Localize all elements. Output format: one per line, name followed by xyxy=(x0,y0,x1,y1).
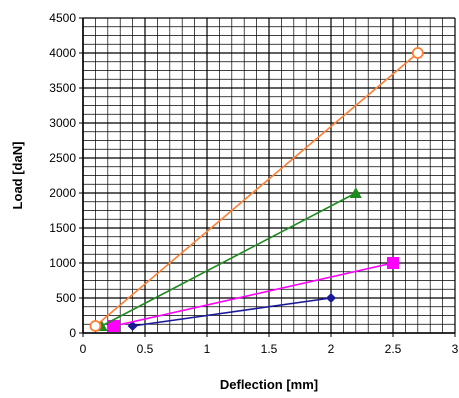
x-tick-label: 2.5 xyxy=(385,342,402,356)
y-axis-title: Load [daN] xyxy=(10,142,25,210)
series-line xyxy=(113,262,394,327)
x-tick-label: 3 xyxy=(452,342,459,356)
y-tick-label: 500 xyxy=(56,291,76,305)
y-tick-label: 3500 xyxy=(49,81,76,95)
data-point xyxy=(349,187,362,198)
data-point xyxy=(326,293,336,303)
x-tick-label: 1.5 xyxy=(261,342,278,356)
x-axis-title: Deflection [mm] xyxy=(220,377,318,392)
series-line xyxy=(101,192,357,327)
grid xyxy=(82,17,456,334)
y-tick-label: 0 xyxy=(69,326,76,340)
series-line xyxy=(132,297,332,327)
y-tick-labels: 0 500 1000 1500 2000 2500 3000 3500 4000 4500 xyxy=(49,11,76,340)
y-tick-label: 3000 xyxy=(49,116,76,130)
y-tick-label: 2000 xyxy=(49,186,76,200)
series-0 xyxy=(127,293,336,331)
x-tick-label: 2 xyxy=(328,342,335,356)
y-tick-label: 4500 xyxy=(49,11,76,25)
data-point xyxy=(89,320,102,332)
y-tick-label: 4000 xyxy=(49,46,76,60)
series-line xyxy=(94,52,419,327)
x-tick-label: 0 xyxy=(80,342,87,356)
data-point xyxy=(387,257,399,269)
data-point xyxy=(127,321,138,331)
y-tick-label: 1500 xyxy=(49,221,76,235)
y-tick-label: 1000 xyxy=(49,256,76,270)
series-3 xyxy=(89,47,424,332)
x-tick-label: 1 xyxy=(204,342,211,356)
axes xyxy=(79,17,456,337)
x-tick-labels: 0 0.5 1 1.5 2 2.5 3 xyxy=(80,342,459,356)
data-point xyxy=(108,320,120,332)
series-group xyxy=(89,47,424,332)
y-tick-label: 2500 xyxy=(49,151,76,165)
x-tick-label: 0.5 xyxy=(137,342,154,356)
data-point xyxy=(411,47,424,59)
series-1 xyxy=(108,257,399,332)
